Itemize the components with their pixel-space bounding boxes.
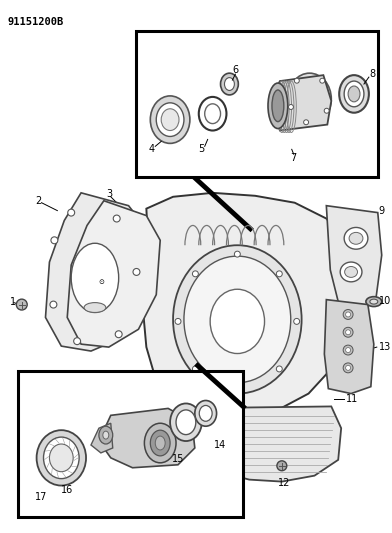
- Ellipse shape: [99, 426, 113, 444]
- Circle shape: [294, 78, 299, 83]
- Ellipse shape: [150, 430, 170, 456]
- Text: 17: 17: [35, 492, 48, 503]
- Polygon shape: [67, 201, 160, 347]
- Ellipse shape: [288, 73, 331, 125]
- Circle shape: [74, 338, 81, 345]
- Circle shape: [50, 301, 57, 308]
- Polygon shape: [327, 206, 382, 308]
- Circle shape: [276, 366, 282, 372]
- Ellipse shape: [173, 245, 301, 393]
- Ellipse shape: [176, 410, 196, 434]
- Polygon shape: [91, 423, 113, 453]
- Text: 8: 8: [370, 69, 376, 79]
- Text: 13: 13: [379, 342, 391, 352]
- Circle shape: [346, 312, 350, 317]
- Ellipse shape: [84, 303, 106, 312]
- Ellipse shape: [205, 104, 221, 124]
- Ellipse shape: [349, 232, 363, 244]
- Polygon shape: [143, 193, 356, 416]
- Circle shape: [343, 345, 353, 355]
- Circle shape: [276, 271, 282, 277]
- Ellipse shape: [49, 444, 73, 472]
- Polygon shape: [324, 300, 374, 393]
- Ellipse shape: [272, 90, 284, 122]
- Polygon shape: [173, 407, 341, 482]
- Ellipse shape: [339, 75, 369, 112]
- Text: 5: 5: [199, 144, 205, 155]
- Polygon shape: [274, 75, 331, 131]
- Ellipse shape: [195, 400, 216, 426]
- Polygon shape: [45, 193, 146, 351]
- Ellipse shape: [345, 266, 358, 277]
- Ellipse shape: [170, 403, 202, 441]
- Circle shape: [294, 318, 299, 325]
- Circle shape: [115, 331, 122, 338]
- Text: 15: 15: [172, 454, 184, 464]
- Ellipse shape: [366, 297, 382, 306]
- Text: 12: 12: [278, 478, 290, 488]
- Ellipse shape: [44, 437, 79, 479]
- Text: 91151200B: 91151200B: [8, 17, 64, 27]
- Ellipse shape: [348, 86, 360, 102]
- Text: 4: 4: [148, 144, 154, 155]
- Circle shape: [133, 269, 140, 276]
- Circle shape: [346, 366, 350, 370]
- Ellipse shape: [184, 256, 291, 383]
- Bar: [136, 30, 378, 177]
- Circle shape: [16, 299, 27, 310]
- Ellipse shape: [199, 406, 212, 421]
- Text: 6: 6: [232, 65, 238, 75]
- Circle shape: [68, 209, 74, 216]
- Ellipse shape: [156, 103, 184, 136]
- Ellipse shape: [370, 299, 378, 304]
- Circle shape: [277, 461, 287, 471]
- Circle shape: [175, 318, 181, 325]
- Circle shape: [324, 108, 329, 113]
- Circle shape: [320, 78, 325, 83]
- Circle shape: [289, 104, 294, 109]
- Ellipse shape: [225, 78, 234, 91]
- Ellipse shape: [344, 81, 364, 107]
- Ellipse shape: [344, 228, 368, 249]
- Circle shape: [51, 237, 58, 244]
- Ellipse shape: [161, 109, 179, 131]
- Circle shape: [234, 386, 240, 392]
- Text: 16: 16: [61, 486, 73, 496]
- Ellipse shape: [221, 73, 238, 95]
- Text: 2: 2: [36, 196, 42, 206]
- Text: 14: 14: [214, 440, 226, 450]
- Circle shape: [346, 348, 350, 352]
- Polygon shape: [99, 408, 195, 468]
- Ellipse shape: [210, 289, 265, 353]
- Circle shape: [343, 310, 353, 319]
- Ellipse shape: [268, 83, 288, 128]
- Circle shape: [304, 120, 309, 125]
- Text: 1: 1: [10, 296, 16, 306]
- Circle shape: [113, 215, 120, 222]
- Circle shape: [192, 271, 198, 277]
- Text: 9: 9: [379, 206, 385, 216]
- Ellipse shape: [155, 436, 165, 450]
- Circle shape: [346, 330, 350, 335]
- Ellipse shape: [36, 430, 86, 486]
- Ellipse shape: [71, 243, 119, 312]
- Ellipse shape: [340, 262, 362, 282]
- Circle shape: [343, 327, 353, 337]
- Ellipse shape: [144, 423, 176, 463]
- Text: 10: 10: [379, 296, 391, 305]
- Ellipse shape: [103, 431, 109, 439]
- Circle shape: [234, 251, 240, 257]
- Bar: [18, 371, 243, 517]
- Circle shape: [192, 366, 198, 372]
- Text: 7: 7: [290, 153, 297, 163]
- Text: 3: 3: [107, 189, 113, 199]
- Text: 11: 11: [346, 393, 358, 403]
- Circle shape: [343, 363, 353, 373]
- Ellipse shape: [150, 96, 190, 143]
- Text: ⊙: ⊙: [98, 279, 104, 285]
